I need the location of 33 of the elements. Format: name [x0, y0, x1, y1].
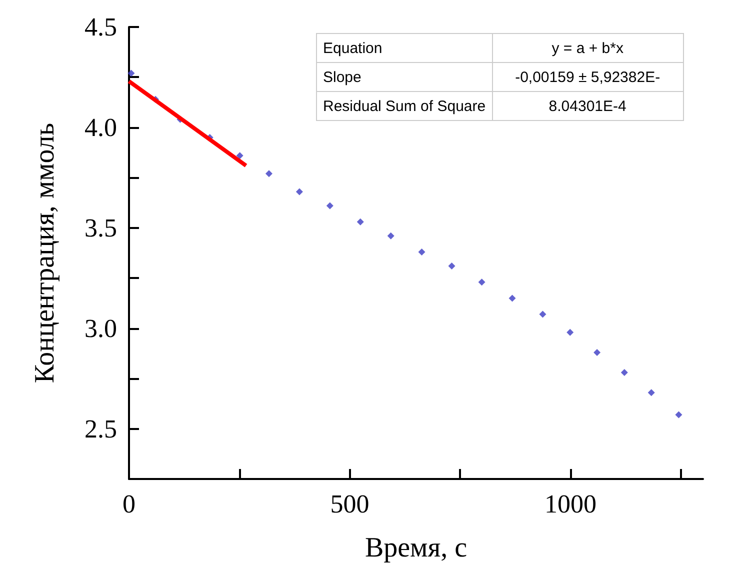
point [566, 328, 574, 336]
y-tick-label: 3.0 [84, 314, 117, 343]
point [478, 278, 486, 286]
point [448, 262, 456, 270]
annotation: Residual Sum of Square [316, 92, 492, 120]
x-axis-title: Время, с [364, 532, 468, 564]
point [648, 389, 655, 396]
point [265, 170, 272, 178]
point [539, 310, 546, 318]
point [387, 232, 394, 240]
point [620, 369, 628, 376]
annotation: Slope [316, 62, 492, 92]
annotation: -0,00159 ± 5,92382E- [492, 62, 684, 92]
point [418, 248, 426, 256]
point [236, 152, 244, 160]
y-tick-label: 4.5 [84, 12, 117, 42]
x-tick-label: 500 [330, 490, 370, 518]
point [326, 202, 334, 210]
annotation: Equation [316, 34, 492, 62]
point [594, 348, 601, 356]
point [508, 294, 516, 302]
x-tick-label: 1000 [544, 490, 597, 518]
y-tick-label: 3.5 [84, 213, 117, 242]
point [675, 411, 682, 418]
y-tick-label: 2.5 [84, 414, 117, 444]
point [296, 188, 303, 196]
point [128, 70, 135, 77]
y-tick-label: 4.0 [84, 112, 117, 142]
annotation: 8.04301E-4 [492, 92, 684, 120]
x-tick-label: 0 [122, 490, 136, 518]
y-axis-title: Концентрация, ммоль [30, 122, 60, 384]
point [356, 218, 364, 226]
annotation: y = a + b*x [492, 34, 684, 62]
